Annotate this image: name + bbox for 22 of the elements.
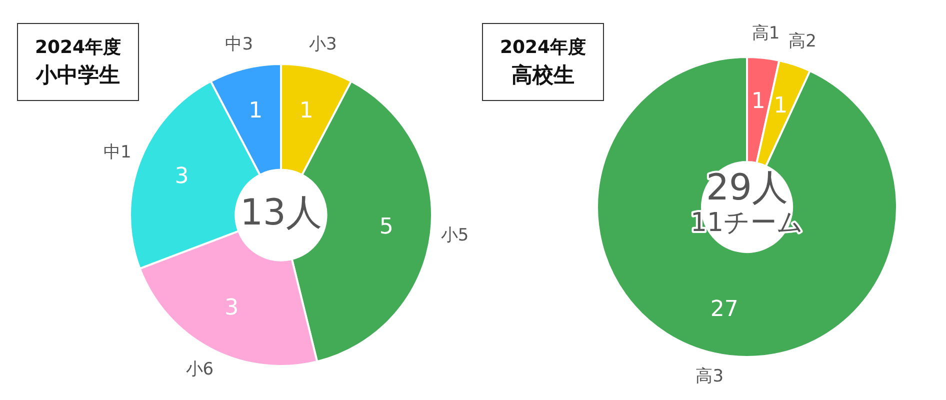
data-label: 3 — [224, 296, 239, 321]
slice-label: 小3 — [308, 34, 337, 55]
text: 高校生 — [512, 62, 574, 89]
text: 2024年度 — [500, 36, 586, 60]
data-label: 1 — [248, 98, 263, 124]
chart-title: 2024年度 — [34, 36, 122, 60]
data-label: 1 — [751, 88, 766, 114]
text: 29人 — [706, 167, 788, 208]
slice-label: 小5 — [440, 226, 469, 246]
slice-label: 高3 — [696, 366, 724, 386]
data-label: 27 — [710, 296, 738, 322]
data-label: 3 — [174, 164, 189, 190]
slice-label: 中3 — [225, 34, 254, 55]
data-label: 1 — [774, 94, 788, 119]
slice-label: 中1 — [103, 142, 132, 162]
text: 小中学生 — [36, 62, 120, 89]
slice-label: 高2 — [788, 32, 816, 52]
text: 13人 — [240, 192, 322, 234]
slice-label: 小6 — [186, 359, 214, 380]
data-label: 5 — [379, 214, 394, 240]
slice-label: 高1 — [752, 23, 780, 44]
data-label: 1 — [299, 98, 314, 124]
